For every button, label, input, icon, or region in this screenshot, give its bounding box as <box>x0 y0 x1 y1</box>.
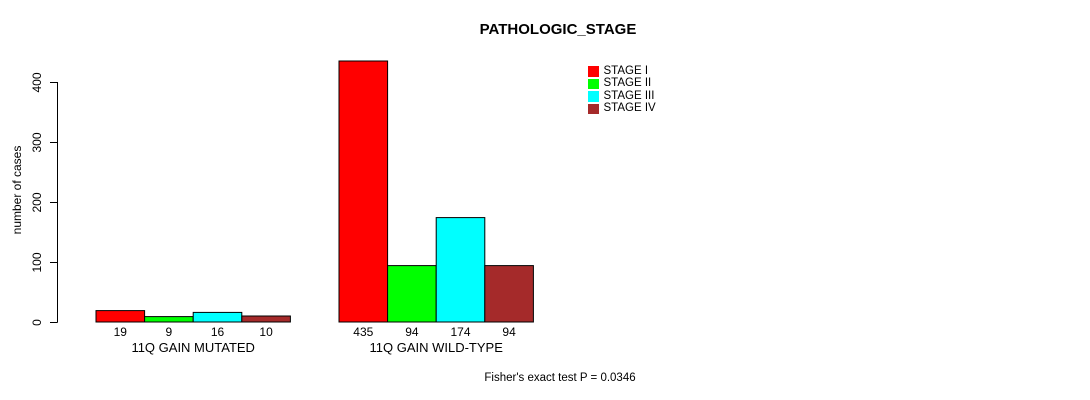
bar-stage-ii <box>144 316 194 323</box>
legend-row: STAGE I <box>588 65 656 78</box>
y-tick-label: 400 <box>30 72 44 92</box>
legend-swatch <box>588 91 599 102</box>
bar-value-label: 9 <box>166 325 173 339</box>
legend-swatch <box>588 78 599 90</box>
legend-row: STAGE IV <box>588 103 656 116</box>
legend-label: STAGE I <box>603 64 649 77</box>
bar-stage-ii <box>387 265 437 323</box>
bar-stage-i <box>95 310 146 323</box>
y-tick-label: 300 <box>30 132 44 152</box>
bar-value-label: 16 <box>211 325 225 339</box>
bar-stage-iii <box>192 311 243 323</box>
footnote-fisher-test: Fisher's exact test P = 0.0346 <box>484 372 636 384</box>
legend-label: STAGE IV <box>603 102 656 115</box>
legend-row: STAGE III <box>588 90 656 103</box>
bar-stage-i <box>338 60 389 323</box>
legend-swatch <box>588 66 599 77</box>
bar-value-label: 10 <box>259 325 273 339</box>
bar-value-label: 435 <box>353 325 373 339</box>
bar-value-label: 19 <box>114 325 128 339</box>
legend-row: STAGE II <box>588 78 656 91</box>
legend: STAGE I STAGE II STAGE III STAGE IV <box>588 65 656 115</box>
y-tick-label: 0 <box>30 319 44 326</box>
legend-label: STAGE III <box>603 89 655 102</box>
y-tick-label: 100 <box>30 252 44 272</box>
chart-title: PATHOLOGIC_STAGE <box>479 21 637 38</box>
bar-value-label: 94 <box>405 325 419 339</box>
bar-value-label: 174 <box>450 325 470 339</box>
legend-label: STAGE II <box>603 77 652 90</box>
bar-stage-iv <box>241 315 291 323</box>
category-label: 11Q GAIN MUTATED <box>131 340 255 355</box>
bar-stage-iii <box>435 217 486 323</box>
bar-stage-iv <box>484 265 534 323</box>
category-label: 11Q GAIN WILD-TYPE <box>369 340 503 355</box>
bar-value-label: 94 <box>502 325 516 339</box>
y-tick-label: 200 <box>30 192 44 212</box>
legend-swatch <box>588 103 599 115</box>
